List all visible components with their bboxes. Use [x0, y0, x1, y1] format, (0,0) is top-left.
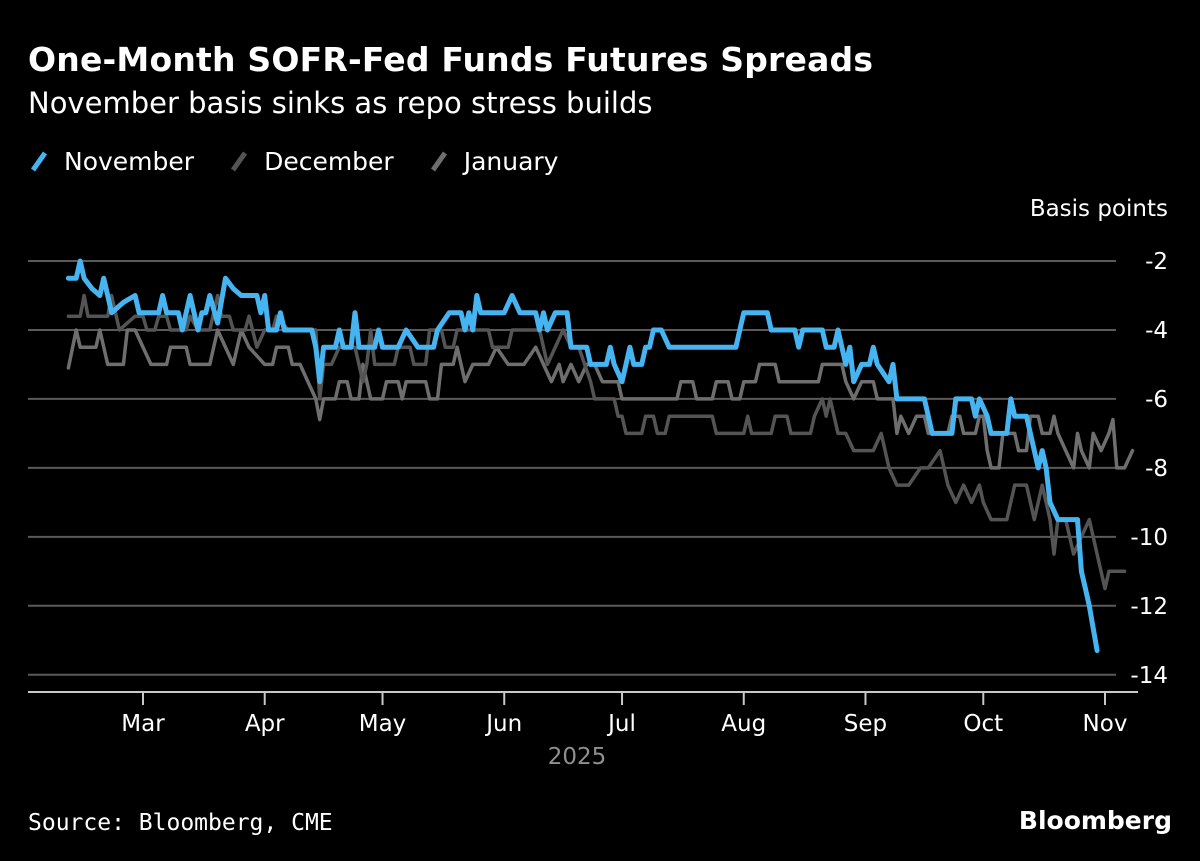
- x-tick-label: Sep: [844, 711, 887, 737]
- y-tick-label: -14: [1130, 663, 1168, 689]
- chart-legend: November December January: [28, 146, 592, 176]
- legend-item-january: January: [428, 146, 559, 176]
- series-lines: [65, 258, 1135, 654]
- legend-swatch-december: [231, 151, 248, 172]
- y-tick-label: -8: [1145, 456, 1168, 482]
- y-tick-label: -2: [1145, 249, 1168, 275]
- x-tick-label: Jun: [484, 711, 522, 737]
- y-tick-label: -10: [1130, 525, 1168, 551]
- series-line-november: [65, 258, 1100, 654]
- y-tick-label: -6: [1145, 387, 1168, 413]
- x-tick-label: Apr: [245, 711, 285, 737]
- x-axis: Mar Apr May Jun Jul Aug Sep Oct Nov: [28, 691, 1138, 737]
- y-tick-label: -12: [1130, 594, 1168, 620]
- x-tick-label: Mar: [121, 711, 165, 737]
- y-axis-unit-label: Basis points: [1030, 196, 1168, 222]
- x-axis-year-label: 2025: [548, 744, 607, 770]
- x-tick-label: Nov: [1083, 711, 1128, 737]
- legend-item-december: December: [228, 147, 394, 176]
- x-tick-label: Oct: [963, 711, 1003, 737]
- x-tick-label: May: [359, 711, 407, 737]
- x-tick-label: Jul: [606, 711, 636, 737]
- legend-label-january: January: [463, 146, 559, 176]
- x-tick-label: Aug: [721, 711, 766, 737]
- bloomberg-logo: Bloomberg: [1018, 806, 1172, 835]
- legend-swatch-january: [430, 151, 447, 172]
- legend-item-november: November: [28, 147, 194, 176]
- chart-title: One-Month SOFR-Fed Funds Futures Spreads: [28, 40, 874, 79]
- legend-swatch-november: [30, 151, 48, 172]
- legend-label-december: December: [264, 146, 394, 176]
- source-note: Source: Bloomberg, CME: [28, 810, 333, 836]
- grid-lines: [28, 260, 1116, 676]
- y-axis-labels: -2 -4 -6 -8 -10 -12 -14: [1130, 249, 1168, 689]
- y-tick-label: -4: [1145, 318, 1168, 344]
- legend-label-november: November: [64, 146, 195, 176]
- chart-subtitle: November basis sinks as repo stress buil…: [28, 86, 653, 120]
- series-line-december: [66, 293, 1127, 591]
